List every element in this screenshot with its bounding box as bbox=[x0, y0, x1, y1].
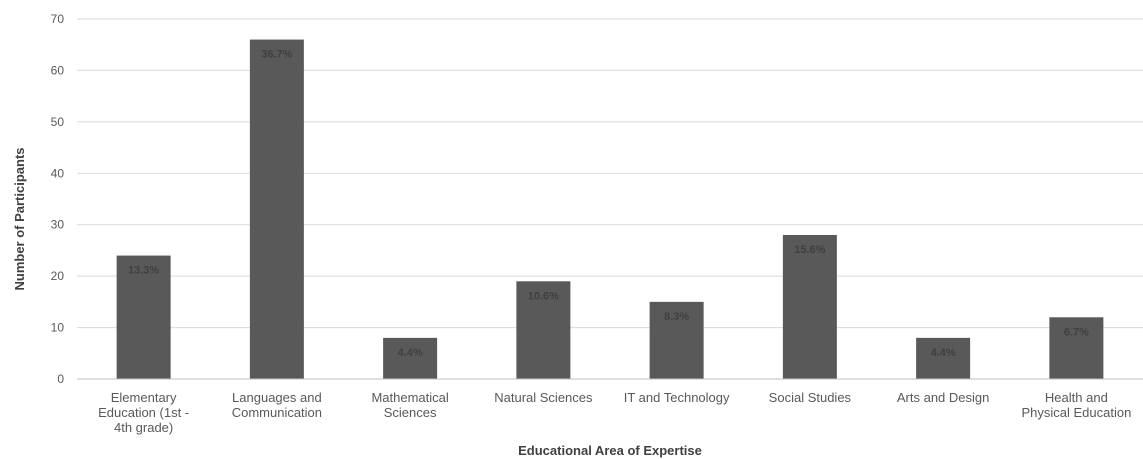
y-tick-label: 20 bbox=[51, 269, 65, 283]
y-axis-title: Number of Participants bbox=[12, 147, 27, 290]
x-tick-label-line: Physical Education bbox=[1021, 405, 1131, 420]
x-axis-title: Educational Area of Expertise bbox=[518, 443, 702, 458]
gridlines bbox=[77, 18, 1143, 329]
y-tick-label: 60 bbox=[51, 63, 65, 77]
x-tick-label: Elementary Education (1st -4th grade) bbox=[98, 390, 189, 435]
x-tick-label: Mathematical Sciences bbox=[371, 390, 448, 420]
data-label: 15.6% bbox=[794, 244, 825, 256]
y-tick-label: 50 bbox=[51, 115, 65, 129]
x-tick-label-line: Languages and bbox=[232, 390, 322, 405]
x-tick-label-line: Elementary bbox=[111, 390, 177, 405]
bar bbox=[782, 235, 837, 379]
x-tick-label: Languages and Communication bbox=[232, 390, 322, 420]
bar bbox=[649, 301, 704, 379]
bar bbox=[916, 337, 971, 379]
x-tick-label-line: Health and bbox=[1045, 390, 1108, 405]
x-tick-label-line: Mathematical bbox=[371, 390, 448, 405]
bars bbox=[116, 39, 1104, 379]
bar bbox=[516, 281, 571, 379]
data-label: 13.3% bbox=[128, 265, 159, 277]
x-tick-label-line: 4th grade) bbox=[114, 420, 173, 435]
data-label: 4.4% bbox=[398, 347, 423, 359]
x-tick-label-line: Arts and Design bbox=[897, 390, 990, 405]
x-tick-label: Natural Sciences bbox=[494, 390, 593, 405]
x-tick-label: Arts and Design bbox=[897, 390, 990, 405]
x-tick-label-line: Natural Sciences bbox=[494, 390, 593, 405]
y-tick-label: 10 bbox=[51, 321, 65, 335]
x-tick-label-line: IT and Technology bbox=[624, 390, 730, 405]
data-label: 6.7% bbox=[1064, 326, 1089, 338]
data-label: 36.7% bbox=[261, 49, 292, 61]
x-tick-label-line: Communication bbox=[232, 405, 322, 420]
bar bbox=[383, 337, 438, 379]
x-tick-label-line: Sciences bbox=[384, 405, 437, 420]
y-tick-label: 40 bbox=[51, 166, 65, 180]
bar bbox=[1049, 317, 1104, 379]
bar bbox=[249, 39, 304, 379]
data-labels: 13.3% 36.7% 4.4% 10.6% 8.3% 15.6% 4.4% 6.7% bbox=[128, 49, 1089, 359]
bar bbox=[116, 255, 171, 379]
x-tick-label: Health and Physical Education bbox=[1021, 390, 1131, 420]
data-label: 4.4% bbox=[931, 347, 956, 359]
x-tick-label: IT and Technology bbox=[624, 390, 730, 405]
x-axis-categories: Elementary Education (1st -4th grade) Lang… bbox=[98, 390, 1131, 435]
x-tick-label: Social Studies bbox=[769, 390, 852, 405]
x-tick-label-line: Social Studies bbox=[769, 390, 852, 405]
y-axis-ticks: 0 10 20 30 40 50 60 70 bbox=[51, 12, 65, 386]
data-label: 10.6% bbox=[528, 290, 559, 302]
y-tick-label: 30 bbox=[51, 218, 65, 232]
data-label: 8.3% bbox=[664, 311, 689, 323]
y-tick-label: 0 bbox=[57, 372, 64, 386]
x-tick-label-line: Education (1st - bbox=[98, 405, 189, 420]
y-tick-label: 70 bbox=[51, 12, 65, 26]
